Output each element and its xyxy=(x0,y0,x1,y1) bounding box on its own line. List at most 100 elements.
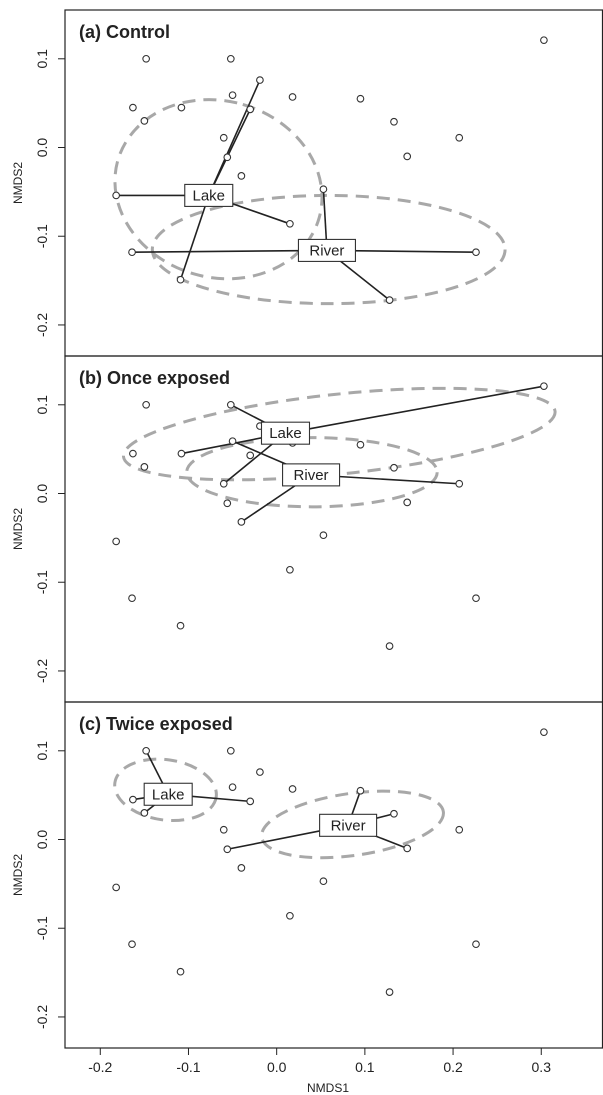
data-point xyxy=(246,797,255,806)
label-box-river xyxy=(319,813,378,837)
label-box-lake xyxy=(143,782,193,806)
data-point xyxy=(286,219,294,228)
y-axis-title: NMDS2 xyxy=(11,854,25,896)
data-point xyxy=(385,988,394,996)
y-tick-label: 0.0 xyxy=(34,830,50,850)
data-point xyxy=(223,845,232,854)
data-point xyxy=(472,248,480,257)
data-point xyxy=(403,152,412,161)
data-point xyxy=(256,76,264,84)
data-point xyxy=(356,94,365,103)
label-text-lake: Lake xyxy=(269,425,302,442)
data-point xyxy=(223,153,232,162)
x-tick-label: -0.1 xyxy=(176,1059,200,1075)
x-axis-title: NMDS1 xyxy=(307,1081,349,1095)
y-tick-label: -0.2 xyxy=(34,659,50,683)
data-point xyxy=(142,746,150,755)
data-point xyxy=(223,499,232,508)
data-point xyxy=(356,786,365,795)
spider-line-lake xyxy=(179,195,210,280)
data-point xyxy=(540,36,548,45)
data-point xyxy=(237,172,246,180)
data-point xyxy=(226,400,235,409)
data-point xyxy=(472,594,480,603)
ellipse-lake xyxy=(113,757,218,823)
data-point xyxy=(228,91,237,100)
x-tick-label: 0.0 xyxy=(267,1059,287,1075)
y-axis-title: NMDS2 xyxy=(11,508,25,550)
label-text-lake: Lake xyxy=(192,187,225,204)
y-tick-label: -0.2 xyxy=(34,1005,50,1029)
data-point xyxy=(540,382,548,391)
data-point xyxy=(390,463,398,472)
data-point xyxy=(112,883,121,892)
data-point xyxy=(140,117,149,125)
data-point xyxy=(455,133,464,142)
panel-c: -0.2 -0.1 0.0 0.1 NMDS2 Lake River (c) Twice ex… xyxy=(11,701,603,1049)
data-point xyxy=(219,825,228,834)
label-text-river: River xyxy=(331,817,366,834)
y-tick-label: 0.1 xyxy=(34,49,50,69)
data-point xyxy=(228,783,237,792)
data-point xyxy=(246,451,255,460)
data-point xyxy=(319,531,328,540)
data-point xyxy=(403,498,412,507)
data-point xyxy=(176,967,185,976)
data-point xyxy=(228,437,237,446)
data-point xyxy=(219,133,228,142)
ellipse-lake xyxy=(121,386,557,482)
data-point xyxy=(176,621,185,630)
data-point xyxy=(142,400,150,409)
data-point xyxy=(540,728,548,737)
y-tick-label: -0.2 xyxy=(34,313,50,337)
data-point xyxy=(140,463,149,471)
data-point xyxy=(286,911,294,920)
data-point xyxy=(288,93,297,101)
label-text-lake: Lake xyxy=(152,786,185,803)
panel-label: (c) Twice exposed xyxy=(79,714,233,734)
panel-a: -0.2 -0.1 0.0 0.1 NMDS2 Lake River (a) Control xyxy=(11,9,603,357)
data-point xyxy=(403,844,412,853)
label-text-river: River xyxy=(309,242,344,259)
data-point xyxy=(176,275,185,284)
data-point xyxy=(177,449,186,458)
spider-line-lake xyxy=(208,109,251,196)
ellipse-lake xyxy=(113,98,324,281)
data-point xyxy=(472,940,480,949)
y-tick-label: 0.1 xyxy=(34,395,50,415)
data-point xyxy=(129,795,137,804)
label-box-lake xyxy=(260,421,311,445)
x-tick-label: 0.2 xyxy=(443,1059,463,1075)
data-point xyxy=(140,809,149,817)
x-tick-label: -0.2 xyxy=(88,1059,112,1075)
data-point xyxy=(390,117,398,126)
label-box-lake xyxy=(184,183,234,207)
spider-line-lake xyxy=(285,385,545,434)
data-point xyxy=(142,54,150,63)
panel-label: (b) Once exposed xyxy=(79,368,230,388)
data-point xyxy=(237,518,246,526)
y-tick-label: 0.1 xyxy=(34,741,50,761)
data-point xyxy=(319,185,328,194)
panel-b: -0.2 -0.1 0.0 0.1 NMDS2 Lake River (b) Once exp… xyxy=(11,355,603,703)
label-text-river: River xyxy=(294,467,329,484)
data-point xyxy=(385,642,394,650)
y-tick-label: -0.1 xyxy=(34,224,50,248)
data-point xyxy=(256,768,264,776)
data-point xyxy=(319,877,328,886)
data-point xyxy=(128,940,136,949)
x-tick-label: 0.1 xyxy=(355,1059,375,1075)
data-point xyxy=(112,537,121,546)
data-point xyxy=(237,864,246,872)
data-point xyxy=(129,103,137,112)
data-point xyxy=(385,296,394,304)
data-point xyxy=(128,594,136,603)
data-point xyxy=(455,825,464,834)
y-tick-label: -0.1 xyxy=(34,570,50,594)
y-axis-title: NMDS2 xyxy=(11,162,25,204)
data-point xyxy=(356,440,365,449)
data-point xyxy=(129,449,137,458)
data-point xyxy=(288,785,297,793)
